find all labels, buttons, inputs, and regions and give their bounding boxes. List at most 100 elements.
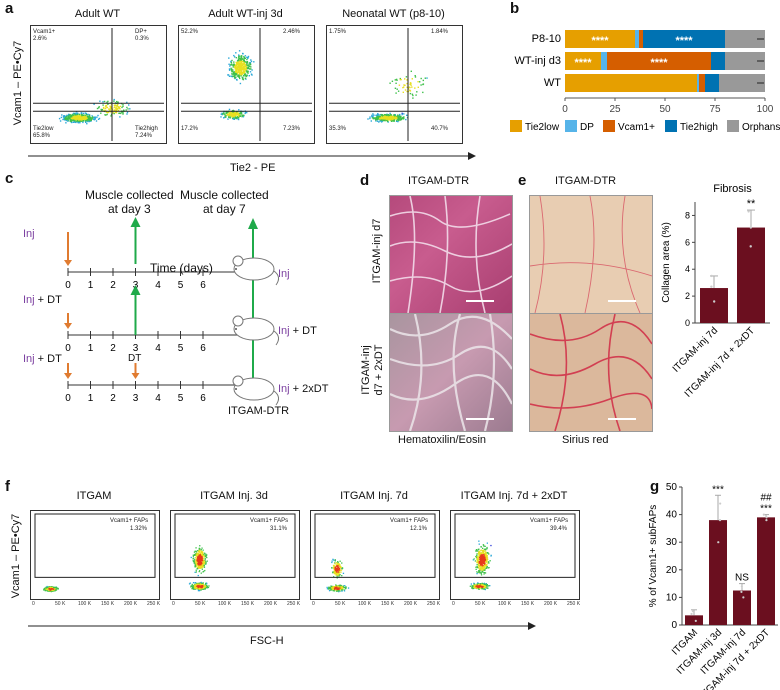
- flow-event: [85, 121, 87, 123]
- flow-event: [204, 586, 206, 588]
- flow-event: [72, 115, 75, 117]
- flow-event: [44, 590, 46, 592]
- mouse2-label: Inj + DT: [278, 325, 317, 337]
- panel-d-row2-label-wrap: ITGAM-inj d7 + 2xDT: [358, 313, 388, 430]
- flow-event: [478, 588, 480, 590]
- flow-plot: [170, 510, 300, 600]
- flow-event: [372, 115, 374, 118]
- flow-event: [57, 587, 59, 589]
- flow-event: [482, 571, 484, 573]
- flow-event: [227, 74, 229, 76]
- flow-event: [375, 120, 377, 122]
- flow-event: [53, 590, 55, 592]
- flow-event: [483, 560, 485, 562]
- flow-event: [476, 564, 478, 566]
- flow-event: [197, 564, 199, 566]
- flow-event: [474, 586, 476, 588]
- flow-event: [199, 566, 201, 569]
- flow-event: [401, 113, 403, 116]
- flow-event: [125, 109, 127, 111]
- flow-event: [239, 82, 242, 85]
- flow-event: [105, 106, 107, 108]
- flow-event: [233, 64, 235, 67]
- flow-event: [199, 559, 201, 561]
- flow-event: [476, 561, 478, 564]
- flow-event: [246, 111, 248, 114]
- x-tick-label: 50 K: [195, 601, 206, 607]
- flow-event: [335, 568, 337, 571]
- flow-event: [396, 120, 398, 122]
- flow-event: [86, 115, 89, 118]
- mouse-icon: [232, 255, 280, 286]
- flow-event: [201, 567, 203, 569]
- timeline-tick-label: 3: [133, 343, 139, 354]
- y-tick-label: 0: [671, 620, 677, 631]
- flow-event: [204, 584, 206, 586]
- flow-event: [234, 67, 236, 69]
- flow-event: [477, 583, 479, 585]
- flow-event: [340, 566, 342, 568]
- flow-event: [81, 114, 83, 116]
- x-tick-label: 250 K: [427, 601, 441, 607]
- flow-event: [194, 587, 196, 589]
- flow-event: [477, 583, 480, 586]
- flow-event: [335, 566, 337, 568]
- flow-event: [481, 564, 483, 566]
- flow-event: [481, 562, 483, 565]
- flow-event: [244, 71, 246, 73]
- timeline-tick-label: 3: [133, 393, 139, 404]
- flow-event: [246, 61, 249, 63]
- flow-event: [200, 556, 202, 558]
- flow-event: [65, 122, 67, 124]
- flow-event: [483, 551, 485, 553]
- flow-event: [482, 560, 484, 562]
- flow-event: [477, 585, 479, 587]
- flow-event: [488, 562, 490, 564]
- flow-event: [197, 558, 199, 560]
- flow-event: [339, 590, 341, 592]
- flow-event: [410, 84, 412, 86]
- flow-event: [197, 574, 199, 577]
- flow-event: [340, 585, 343, 587]
- flow-event: [201, 554, 203, 556]
- flow-event: [90, 118, 92, 120]
- y-tick-label: 2: [685, 291, 690, 301]
- flow-event: [233, 74, 236, 77]
- flow-event: [336, 569, 338, 571]
- flow-event: [230, 67, 232, 69]
- flow-event: [233, 112, 235, 114]
- flow-event: [340, 586, 343, 588]
- flow-event: [44, 588, 46, 590]
- flow-event: [113, 109, 116, 111]
- flow-event: [337, 590, 339, 592]
- flow-event: [237, 115, 240, 117]
- flow-event: [400, 118, 402, 121]
- flow-event: [72, 116, 74, 118]
- flow-event: [337, 566, 340, 568]
- collect-arrowhead-day7: [248, 218, 258, 229]
- flow-event: [239, 62, 241, 65]
- flow-event: [238, 62, 240, 64]
- stacked-bar-segment: [697, 74, 699, 92]
- flow-event: [71, 121, 73, 124]
- flow-event: [393, 117, 396, 119]
- flow-event: [202, 585, 204, 587]
- flow-event: [48, 587, 50, 590]
- flow-event: [65, 115, 67, 117]
- flow-event: [202, 561, 204, 563]
- flow-event: [122, 111, 124, 113]
- flow-event: [200, 560, 202, 562]
- flow-event: [82, 114, 84, 116]
- flow-event: [107, 112, 109, 114]
- flow-event: [485, 561, 488, 563]
- y-tick-label: 10: [666, 592, 678, 603]
- flow-event: [82, 121, 84, 124]
- gate-label: Vcam1+ FAPs: [390, 518, 429, 524]
- flow-event: [338, 586, 341, 588]
- flow-event: [240, 63, 242, 65]
- flow-event: [387, 119, 389, 121]
- flow-event: [484, 569, 486, 571]
- flow-event: [244, 60, 246, 63]
- flow-event: [241, 61, 243, 63]
- flow-event: [75, 111, 78, 113]
